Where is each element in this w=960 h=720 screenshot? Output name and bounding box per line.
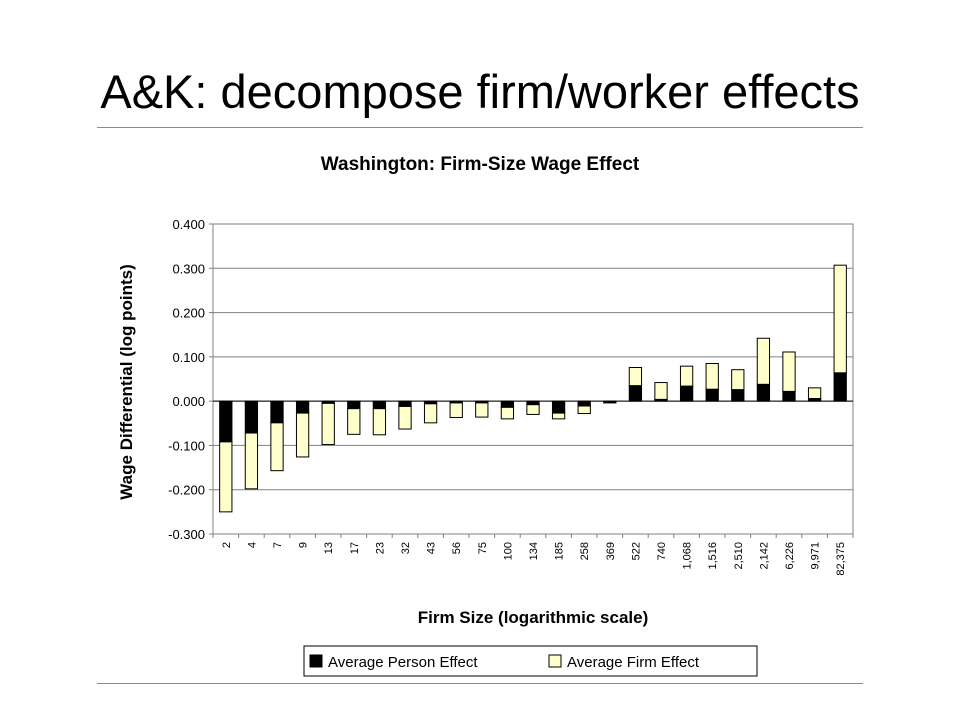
bar-firm-effect	[705, 363, 719, 390]
chart-title: Washington: Firm-Size Wage Effect	[321, 154, 640, 175]
bar-person-effect	[372, 400, 387, 410]
x-tick-label: 17	[349, 542, 361, 554]
x-tick-label: 185	[554, 542, 566, 560]
x-tick-label: 258	[579, 542, 591, 560]
bar-person-effect	[628, 385, 643, 402]
bar-person-effect	[219, 400, 233, 443]
bar-person-effect	[526, 400, 540, 406]
bar-person-effect	[244, 400, 259, 434]
x-tick-label: 100	[502, 542, 514, 560]
bar-person-effect	[782, 390, 796, 402]
x-tick-label: 56	[451, 542, 463, 554]
legend-box	[303, 645, 758, 677]
y-axis-ticks: 0.400 0.300 0.200 0.100 0.000 -0.100 -0.200 -0.…	[168, 217, 213, 542]
x-tick-label: 522	[630, 542, 642, 560]
x-tick-label: 740	[656, 542, 668, 560]
bar-person-effect	[705, 388, 719, 402]
x-tick-label: 7	[272, 542, 284, 548]
bar-firm-effect	[628, 366, 643, 387]
bar-firm-effect	[423, 403, 438, 424]
bar-firm-effect	[551, 412, 566, 420]
x-tick-label: 134	[528, 542, 540, 560]
bar-person-effect	[500, 400, 515, 408]
x-tick-label: 2,142	[758, 542, 770, 570]
bottom-divider	[97, 683, 863, 684]
x-axis-label: Firm Size (logarithmic scale)	[418, 608, 649, 627]
x-tick-label: 369	[605, 542, 617, 560]
x-tick-label: 32	[400, 542, 412, 554]
legend-label-firm: Average Firm Effect	[567, 654, 700, 671]
bar-firm-effect	[347, 408, 361, 435]
bar-firm-effect	[449, 402, 463, 419]
y-axis-label: Wage Differential (log points)	[117, 264, 136, 499]
x-tick-label: 4	[246, 542, 258, 548]
x-tick-label: 1,516	[707, 542, 719, 570]
bars	[219, 264, 847, 513]
bar-firm-effect	[731, 369, 745, 391]
x-tick-label: 2	[221, 542, 233, 548]
legend-swatch-firm	[548, 654, 562, 668]
bar-firm-effect	[654, 382, 668, 400]
y-tick-label: 0.000	[172, 394, 205, 409]
bar-firm-effect	[782, 351, 796, 392]
legend-swatch-person	[309, 654, 323, 668]
y-tick-label: 0.100	[172, 350, 205, 365]
bar-person-effect	[756, 383, 771, 402]
x-tick-label: 6,226	[784, 542, 796, 570]
bar-firm-effect	[807, 387, 822, 399]
bar-person-effect	[679, 385, 694, 402]
x-tick-label: 23	[374, 542, 386, 554]
plot-area	[212, 223, 854, 535]
bar-person-effect	[577, 400, 591, 407]
legend: Average Person Effect Average Firm Effec…	[303, 645, 758, 677]
bar-firm-effect	[321, 402, 335, 446]
x-axis-ticks: 2 4 7 9 13 17 23 32 43 56 75 100 134 185 258 369 522 740 1…	[212, 534, 854, 576]
legend-label-person: Average Person Effect	[328, 654, 478, 671]
x-tick-label: 13	[323, 542, 335, 554]
bar-firm-effect	[295, 412, 310, 458]
bar-firm-effect	[679, 365, 694, 387]
bar-firm-effect	[270, 422, 284, 472]
x-tick-label: 43	[426, 542, 438, 554]
y-tick-label: 0.300	[172, 261, 205, 276]
bar-firm-effect	[372, 408, 387, 436]
bar-person-effect	[398, 400, 412, 407]
x-tick-label: 9,971	[810, 542, 822, 570]
x-tick-label: 75	[477, 542, 489, 554]
x-tick-label: 1,068	[682, 542, 694, 570]
bar-person-effect	[731, 389, 745, 402]
bar-person-effect	[347, 400, 361, 410]
bar-person-effect	[833, 372, 847, 402]
bar-firm-effect	[219, 441, 233, 513]
bar-firm-effect	[244, 432, 259, 490]
bar-person-effect	[270, 400, 284, 424]
bar-firm-effect	[756, 337, 771, 385]
bar-firm-effect	[398, 405, 412, 430]
y-tick-label: -0.200	[168, 483, 205, 498]
bar-firm-effect	[526, 404, 540, 415]
x-tick-label: 2,510	[733, 542, 745, 570]
y-tick-label: 0.400	[172, 217, 205, 232]
y-tick-label: -0.100	[168, 438, 205, 453]
slide-title: A&K: decompose firm/worker effects	[100, 65, 860, 118]
bar-person-effect	[295, 400, 310, 414]
x-tick-label: 82,375	[835, 542, 847, 576]
bar-firm-effect	[577, 405, 591, 415]
top-divider	[97, 127, 863, 128]
bar-firm-effect	[475, 402, 489, 418]
y-tick-label: 0.200	[172, 306, 205, 321]
bar-firm-effect	[500, 406, 515, 420]
bar-person-effect	[551, 400, 566, 414]
y-tick-label: -0.300	[168, 527, 205, 542]
x-tick-label: 9	[298, 542, 310, 548]
bar-firm-effect	[833, 264, 847, 374]
